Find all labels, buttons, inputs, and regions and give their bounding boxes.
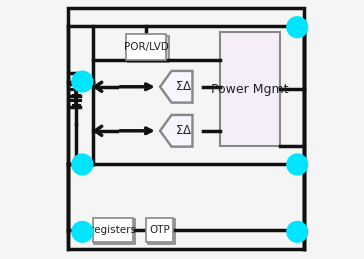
FancyBboxPatch shape (95, 219, 135, 244)
Polygon shape (160, 115, 193, 147)
Circle shape (72, 71, 93, 92)
Text: $\Sigma\Delta$: $\Sigma\Delta$ (175, 124, 192, 137)
Circle shape (287, 221, 308, 242)
Text: Power Mgmt: Power Mgmt (211, 83, 289, 96)
Text: POR/LVD: POR/LVD (124, 42, 169, 52)
FancyBboxPatch shape (128, 36, 169, 62)
Circle shape (287, 17, 308, 38)
Text: registers: registers (90, 225, 136, 235)
FancyBboxPatch shape (147, 219, 175, 244)
FancyBboxPatch shape (126, 34, 166, 60)
Circle shape (72, 221, 93, 242)
FancyBboxPatch shape (219, 32, 280, 146)
Text: OTP: OTP (149, 225, 170, 235)
Circle shape (287, 154, 308, 175)
FancyBboxPatch shape (93, 218, 133, 242)
Text: $\Sigma\Delta$: $\Sigma\Delta$ (175, 80, 192, 93)
Polygon shape (160, 71, 193, 103)
Circle shape (72, 154, 93, 175)
FancyBboxPatch shape (146, 218, 173, 242)
